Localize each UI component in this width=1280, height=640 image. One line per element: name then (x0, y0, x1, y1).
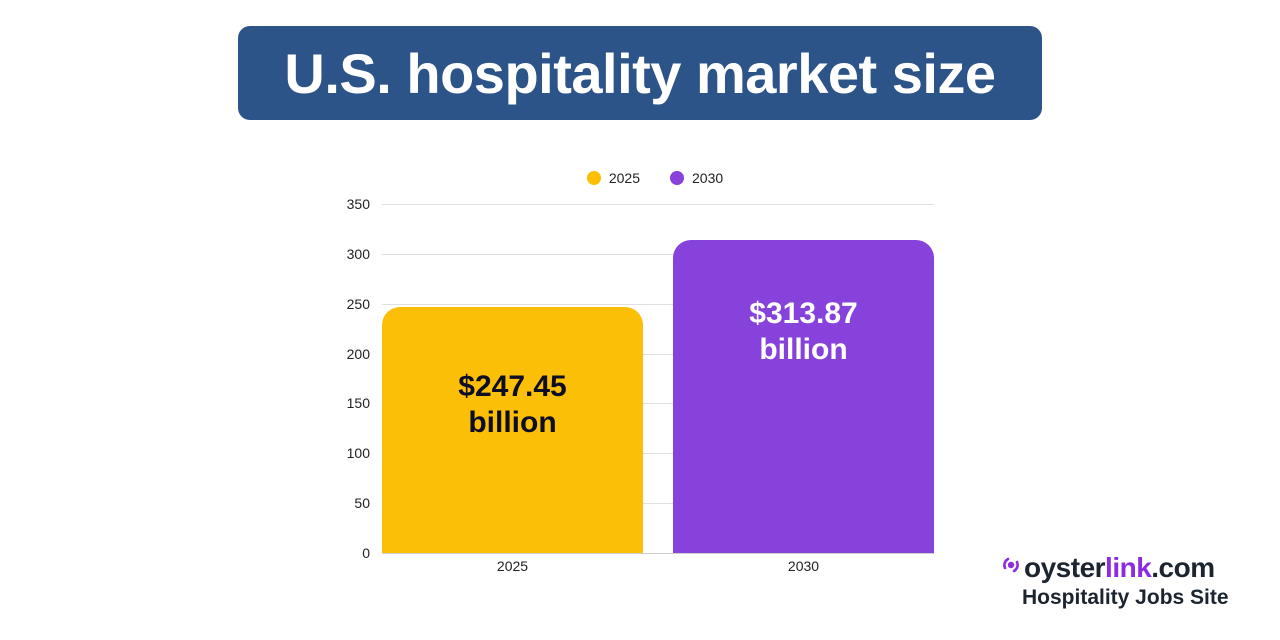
chart-title: U.S. hospitality market size (284, 41, 996, 105)
gridline (382, 204, 934, 205)
bar-2030: $313.87 billion (673, 240, 934, 553)
legend-item-2030: 2030 (670, 168, 723, 188)
gridline (382, 403, 934, 404)
brand-name-suffix: .com (1151, 552, 1215, 583)
legend-dot-icon (586, 171, 601, 185)
x-tick-label: 2030 (787, 558, 820, 574)
y-tick-label: 0 (362, 545, 370, 561)
y-tick-label: 150 (346, 395, 370, 411)
brand-name-accent: link (1105, 552, 1152, 583)
brand-name-prefix: oyster (1024, 552, 1106, 583)
y-tick-label: 300 (346, 246, 370, 262)
gridline (382, 354, 934, 355)
bar-value-label: $313.87 billion (673, 296, 934, 368)
bar-2025: $247.45 billion (382, 307, 643, 553)
gridline (382, 503, 934, 504)
brand-tagline: Hospitality Jobs Site (1022, 586, 1229, 609)
signal-icon (1003, 557, 1019, 573)
bar-value-amount: $313.87 (749, 297, 858, 330)
legend-label: 2030 (692, 170, 724, 186)
chart-legend: 2025 2030 (0, 168, 1280, 188)
legend-item-2025: 2025 (586, 168, 640, 188)
x-axis-line (382, 553, 934, 554)
bar-value-unit: billion (468, 406, 557, 439)
bar-value-label: $247.45 billion (382, 369, 643, 441)
gridline (382, 304, 934, 305)
y-tick-label: 100 (346, 445, 370, 461)
x-tick-label: 2025 (496, 558, 529, 574)
bar-value-unit: billion (759, 333, 848, 366)
bar-value-amount: $247.45 (458, 370, 567, 403)
gridline (382, 254, 934, 255)
y-tick-label: 350 (346, 196, 370, 212)
title-banner: U.S. hospitality market size (238, 26, 1042, 120)
brand-logo: oyster link .com Hospitality Jobs Site (1000, 552, 1260, 610)
legend-dot-icon (670, 171, 684, 185)
brand-name: oyster link .com (1000, 552, 1260, 584)
y-tick-label: 50 (354, 495, 370, 511)
gridline (382, 453, 934, 454)
legend-label: 2025 (608, 170, 640, 186)
y-tick-label: 200 (346, 346, 370, 362)
y-tick-label: 250 (346, 296, 370, 312)
